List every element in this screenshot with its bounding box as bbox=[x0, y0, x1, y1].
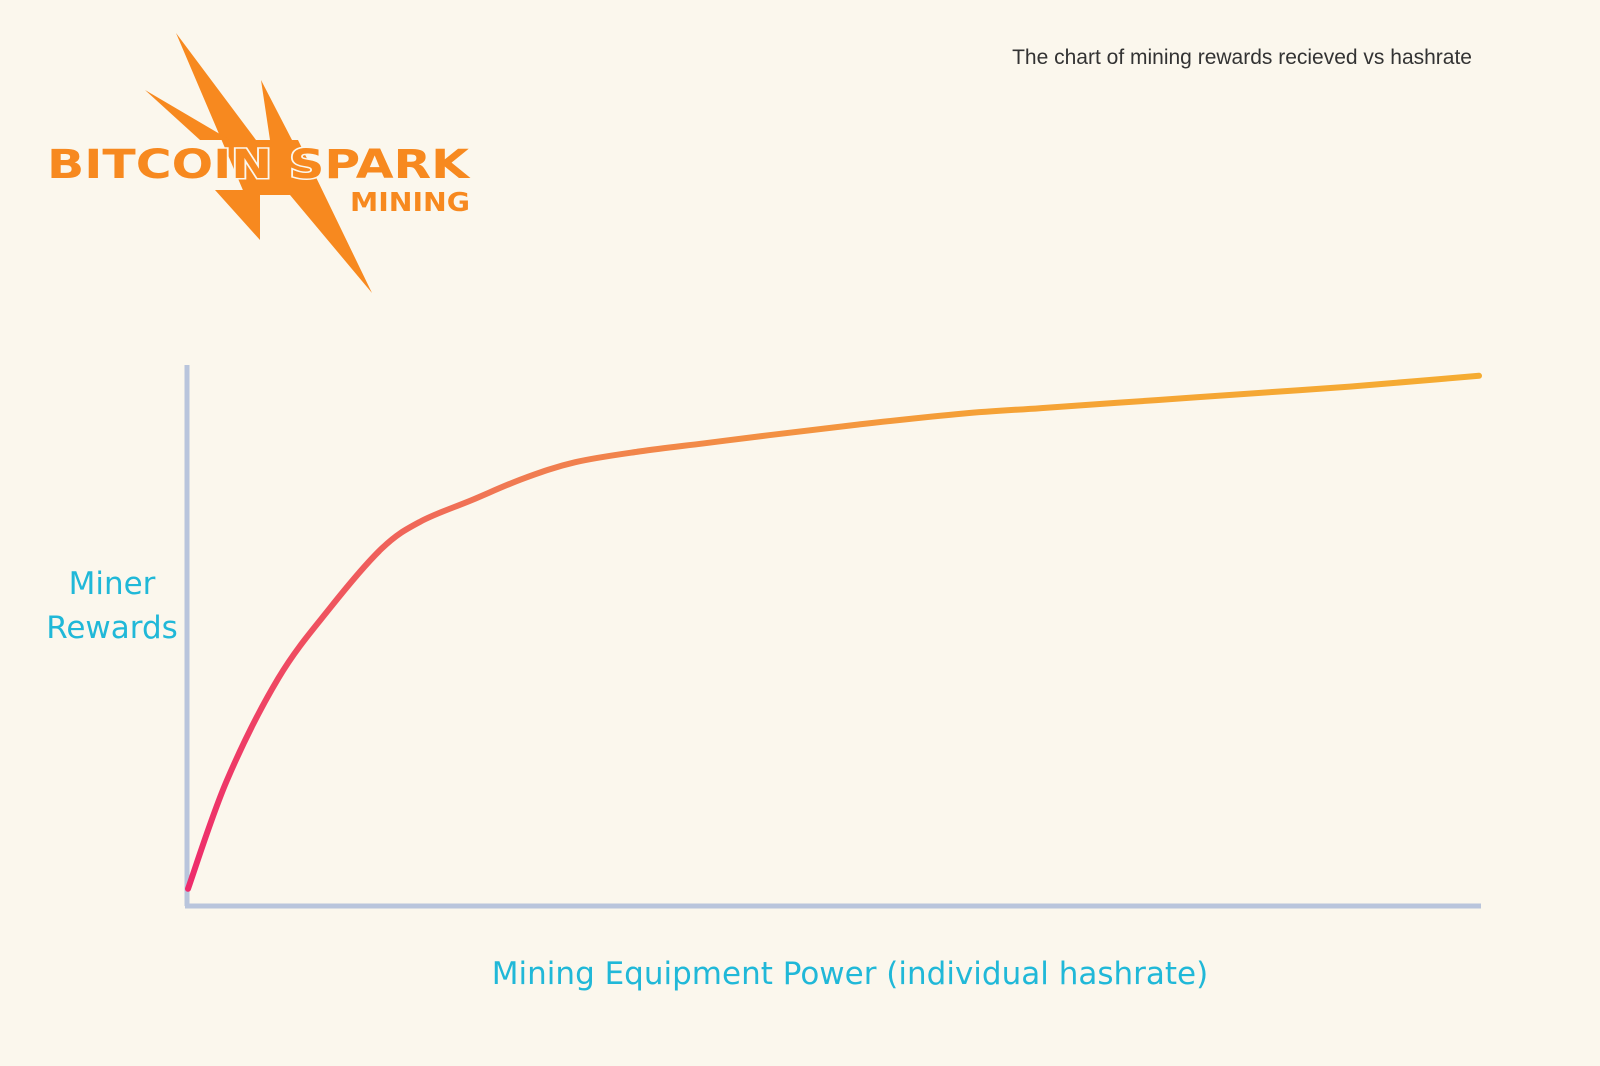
bitcoin-spark-mining-logo: BITCOIN SPARK MINING bbox=[46, 33, 473, 293]
logo-text-line1: BITCOIN SPARK bbox=[47, 142, 471, 188]
bolt-spark-right bbox=[261, 80, 292, 140]
y-axis-label-line: Rewards bbox=[46, 610, 178, 646]
logo-text-line2: MINING bbox=[350, 188, 470, 218]
y-axis-label: Miner Rewards bbox=[30, 562, 194, 650]
lightning-bolt-icon bbox=[145, 33, 372, 293]
chart-title: The chart of mining rewards recieved vs … bbox=[1012, 46, 1472, 69]
bolt-main-shape bbox=[176, 33, 372, 293]
rewards-curve-line bbox=[185, 372, 1482, 892]
y-axis-label-line: Miner bbox=[68, 566, 156, 602]
bolt-spark-lower bbox=[215, 190, 260, 240]
bolt-spark-left bbox=[145, 90, 230, 140]
x-axis-label: Mining Equipment Power (individual hashr… bbox=[491, 956, 1209, 992]
